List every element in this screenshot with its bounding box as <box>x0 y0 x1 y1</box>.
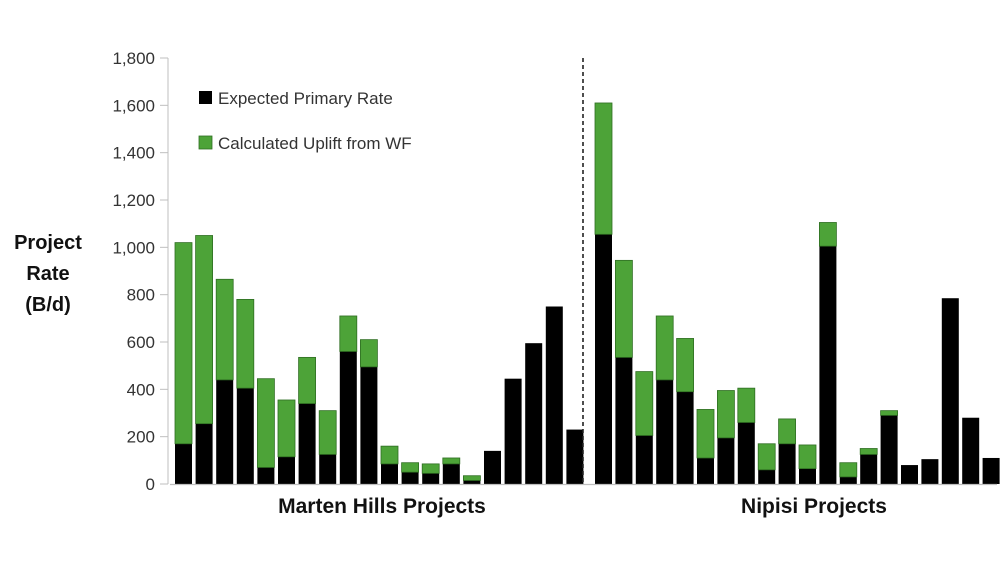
bar-uplift <box>839 462 858 478</box>
bar-primary-rate <box>737 422 755 484</box>
bar-uplift <box>277 399 296 458</box>
bar-uplift <box>819 222 837 247</box>
y-tick-label: 800 <box>127 286 155 305</box>
bar-primary-rate <box>566 429 584 484</box>
bar-uplift <box>359 339 378 368</box>
bar-primary-rate <box>442 463 460 484</box>
bar-primary-rate <box>360 366 378 484</box>
bar-primary-rate <box>839 476 857 484</box>
bar-primary-rate <box>195 423 213 484</box>
bar-primary-rate <box>941 298 959 484</box>
y-axis-title-line-3: (B/d) <box>25 294 71 316</box>
bar-uplift <box>757 443 776 471</box>
y-tick-label: 1,800 <box>112 49 155 68</box>
bar-uplift <box>421 463 440 474</box>
bar-primary-rate <box>676 391 694 484</box>
bar-primary-rate <box>278 456 295 484</box>
bar-uplift <box>215 278 234 381</box>
bar-primary-rate <box>962 417 980 484</box>
bar-primary-rate <box>401 472 419 484</box>
legend-swatch-uplift <box>198 135 213 150</box>
bar-primary-rate <box>257 467 275 484</box>
legend-label-uplift: Calculated Uplift from WF <box>218 134 412 153</box>
bar-uplift <box>401 462 420 473</box>
bar-uplift <box>778 418 796 445</box>
y-axis-title: Project Rate (B/d) <box>14 232 82 316</box>
y-axis-title-line-1: Project <box>14 232 82 254</box>
bar-primary-rate <box>422 473 440 484</box>
bar-uplift <box>339 315 358 352</box>
bar-uplift <box>798 444 817 470</box>
bar-primary-rate <box>595 234 612 484</box>
bar-primary-rate <box>484 450 501 484</box>
bar-uplift <box>615 259 633 358</box>
bar-uplift <box>442 457 461 465</box>
bar-primary-rate <box>298 403 316 484</box>
bar-primary-rate <box>921 459 939 484</box>
bar-primary-rate <box>778 443 796 484</box>
bar-primary-rate <box>799 468 816 484</box>
bars <box>174 102 1000 484</box>
bar-uplift <box>256 378 275 468</box>
bar-primary-rate <box>504 378 522 484</box>
group-label-marten-hills: Marten Hills Projects <box>278 495 486 518</box>
bar-uplift <box>859 448 878 455</box>
bar-primary-rate <box>615 357 633 484</box>
legend-label-primary: Expected Primary Rate <box>218 89 393 108</box>
bar-uplift <box>195 235 214 425</box>
bar-primary-rate <box>381 463 398 484</box>
bar-uplift <box>380 445 399 465</box>
y-tick-label: 1,200 <box>112 191 155 210</box>
legend-swatch-primary <box>199 91 212 104</box>
bar-primary-rate <box>175 443 192 484</box>
bar-uplift <box>696 409 715 459</box>
bar-primary-rate <box>339 351 357 484</box>
bar-primary-rate <box>860 454 878 484</box>
bar-uplift <box>717 390 735 439</box>
bar-uplift <box>318 410 337 455</box>
bar-primary-rate <box>545 306 563 484</box>
bar-uplift <box>236 298 255 389</box>
bar-primary-rate <box>982 457 1000 484</box>
bar-primary-rate <box>319 454 337 484</box>
bar-primary-rate <box>236 388 254 484</box>
bar-primary-rate <box>717 437 735 484</box>
bar-primary-rate <box>216 379 234 484</box>
y-axis: 0 200 400 600 800 1,000 1,200 1,400 1,600 1,800 <box>112 49 169 494</box>
y-tick-label: 200 <box>127 428 155 447</box>
y-tick-label: 1,600 <box>112 96 155 115</box>
bar-primary-rate <box>901 465 918 484</box>
bar-primary-rate <box>758 469 776 484</box>
bar-primary-rate <box>635 435 653 484</box>
bar-primary-rate <box>463 480 481 484</box>
bar-primary-rate <box>880 415 898 484</box>
bar-uplift <box>462 475 481 481</box>
bar-uplift <box>298 356 317 404</box>
legend: Expected Primary Rate Calculated Uplift … <box>198 89 412 153</box>
bar-uplift <box>880 410 898 416</box>
bar-uplift <box>737 387 756 423</box>
group-labels: Marten Hills Projects Nipisi Projects <box>278 495 887 518</box>
bar-primary-rate <box>819 246 837 484</box>
group-label-nipisi: Nipisi Projects <box>741 495 887 518</box>
bar-uplift <box>635 371 654 436</box>
y-tick-label: 0 <box>146 475 155 494</box>
y-axis-title-line-2: Rate <box>26 263 69 285</box>
y-tick-label: 1,000 <box>112 238 155 257</box>
bar-uplift <box>655 315 674 381</box>
bar-primary-rate <box>656 379 674 484</box>
bar-primary-rate <box>525 343 543 484</box>
y-tick-label: 600 <box>127 333 155 352</box>
bar-uplift <box>174 242 193 445</box>
y-tick-label: 1,400 <box>112 144 155 163</box>
bar-uplift <box>676 338 694 393</box>
y-tick-label: 400 <box>127 380 155 399</box>
bar-uplift <box>594 102 613 235</box>
bar-primary-rate <box>697 457 714 484</box>
